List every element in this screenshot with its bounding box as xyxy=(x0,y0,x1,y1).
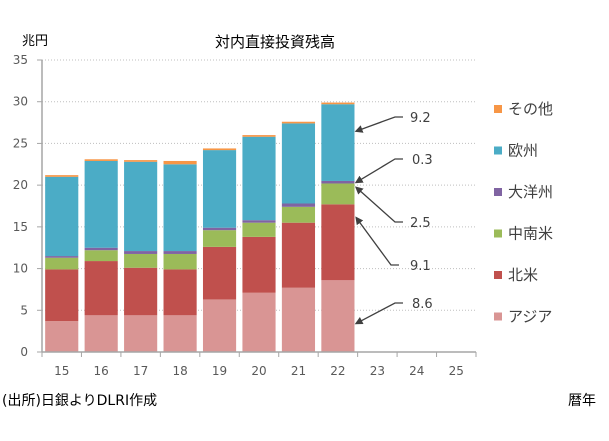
bar-segment xyxy=(281,287,316,352)
annotation-label: 9.2 xyxy=(410,111,431,126)
bar-segment xyxy=(202,246,237,300)
bar-segment xyxy=(281,222,316,288)
bar-segment xyxy=(242,236,276,293)
y-tick-label: 20 xyxy=(13,178,28,192)
legend-label: 北米 xyxy=(508,266,538,284)
y-tick-label: 0 xyxy=(20,345,28,359)
legend-swatch xyxy=(494,188,502,196)
bar-segment xyxy=(45,269,79,322)
legend-swatch xyxy=(494,229,502,238)
bar-segment xyxy=(84,160,118,248)
bar-segment xyxy=(281,123,316,204)
annotation-arrow xyxy=(354,302,403,325)
axes: 0 5 10 15 20 25 30 35 15 16 17 18 19 20 21 22 23 24 25 xyxy=(13,53,477,378)
bar-segment xyxy=(84,315,118,352)
bar-segment xyxy=(202,227,237,231)
bar-segment xyxy=(124,315,158,352)
legend-swatch xyxy=(494,271,502,279)
bar-segment xyxy=(242,135,276,137)
x-tick-label: 23 xyxy=(370,364,385,378)
bar-segment xyxy=(202,150,237,228)
annotation-arrow xyxy=(354,116,403,133)
y-tick-label: 10 xyxy=(13,262,28,276)
bar-segment xyxy=(163,269,197,316)
bar-segment xyxy=(84,261,118,316)
legend-label: その他 xyxy=(508,100,553,118)
bar-segment xyxy=(242,136,276,221)
bar-segment xyxy=(163,251,197,254)
bar-segment xyxy=(163,164,197,252)
annotation-label: 2.5 xyxy=(410,216,431,231)
x-tick-label: 24 xyxy=(409,364,424,378)
bar-segment xyxy=(45,256,79,258)
bar-segment xyxy=(124,251,158,254)
bar-segment xyxy=(45,257,79,270)
x-tick-label: 17 xyxy=(133,364,148,378)
bar-segment xyxy=(242,220,276,223)
bar-segment xyxy=(202,148,237,151)
x-tick-label: 22 xyxy=(330,364,345,378)
legend-label: 欧州 xyxy=(508,142,538,160)
bar-segment xyxy=(281,203,316,207)
x-axis-label: 暦年 xyxy=(568,393,596,409)
bar-segment xyxy=(84,250,118,262)
bar-segment xyxy=(84,159,118,161)
annotation-label: 8.6 xyxy=(412,297,433,312)
annotation-label: 9.1 xyxy=(410,259,431,274)
legend-label: アジア xyxy=(508,308,552,326)
bar-segment xyxy=(321,183,355,205)
bar-segment xyxy=(202,230,237,247)
bar-segment xyxy=(163,160,197,165)
bar-segment xyxy=(321,280,355,352)
bar-segment xyxy=(45,175,79,177)
chart-title: 対内直接投資残高 xyxy=(215,33,335,51)
source-note: (出所)日銀よりDLRI作成 xyxy=(2,393,157,409)
x-tick-label: 25 xyxy=(449,364,464,378)
x-tick-label: 20 xyxy=(251,364,266,378)
bar-segment xyxy=(45,176,79,257)
y-tick-label: 25 xyxy=(13,136,28,150)
legend-label: 大洋州 xyxy=(508,183,553,201)
x-tick-label: 16 xyxy=(94,364,109,378)
annotations: 9.2 0.3 2.5 9.1 8.6 xyxy=(354,111,433,325)
bar-segment xyxy=(163,315,197,352)
x-tick-label: 18 xyxy=(172,364,187,378)
bar-segment xyxy=(124,267,158,316)
bar-segment xyxy=(281,206,316,223)
x-tick-label: 15 xyxy=(54,364,69,378)
annotation-arrow xyxy=(355,216,399,266)
bar-segment xyxy=(84,247,118,251)
bar-segment xyxy=(45,321,79,352)
legend-label: 中南米 xyxy=(508,225,553,243)
bar-segment xyxy=(242,292,276,352)
bar-segment xyxy=(281,121,316,124)
x-tick-label: 21 xyxy=(291,364,306,378)
y-tick-label: 15 xyxy=(13,220,28,234)
legend-swatch xyxy=(494,146,502,155)
bar-segment xyxy=(321,180,355,184)
legend-swatch xyxy=(494,312,502,321)
annotation-arrow xyxy=(354,158,403,184)
x-tick-label: 19 xyxy=(212,364,227,378)
bar-segment xyxy=(321,102,355,105)
annotation-arrow xyxy=(354,186,403,223)
bar-segment xyxy=(242,222,276,237)
bars xyxy=(45,102,355,352)
y-axis-unit-label: 兆円 xyxy=(22,34,48,49)
y-tick-label: 5 xyxy=(20,303,28,317)
y-tick-label: 35 xyxy=(13,53,28,67)
bar-segment xyxy=(124,160,158,162)
annotation-label: 0.3 xyxy=(412,153,433,168)
bar-segment xyxy=(124,253,158,268)
y-tick-label: 30 xyxy=(13,95,28,109)
bar-segment xyxy=(202,299,237,352)
bar-segment xyxy=(124,161,158,252)
bar-segment xyxy=(163,253,197,270)
bar-segment xyxy=(321,104,355,181)
bar-segment xyxy=(321,204,355,281)
legend-swatch xyxy=(494,105,502,113)
